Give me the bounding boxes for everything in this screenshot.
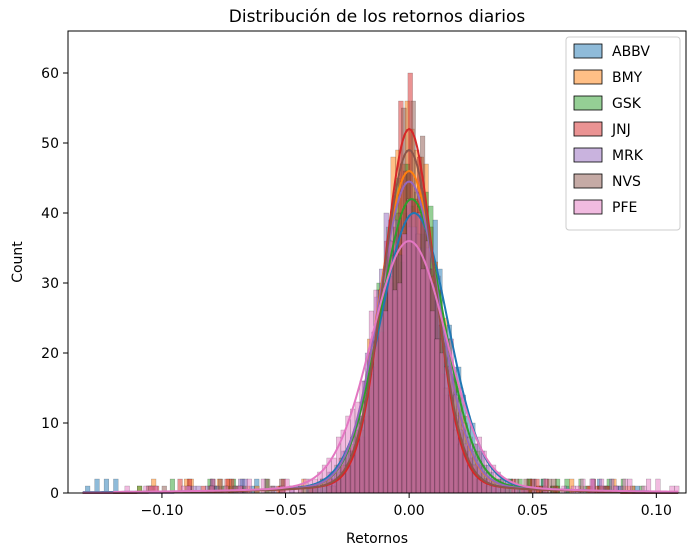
kde-curves: [82, 127, 679, 494]
y-axis-label: Count: [10, 241, 26, 283]
legend-label-bmy: BMY: [612, 70, 643, 86]
bar-pfe-62: [415, 212, 421, 494]
legend-label-mrk: MRK: [612, 148, 644, 164]
legend-swatch-pfe: [573, 199, 603, 215]
x-axis-ticks: −0.10 −0.05 0.00 0.05 0.10: [140, 493, 672, 519]
legend-label-gsk: GSK: [612, 96, 642, 112]
legend-swatch-nvs: [573, 173, 603, 189]
bar-jnj-81: [529, 478, 535, 494]
bar-pfe-67: [439, 352, 445, 494]
y-axis-ticks: 0 10 20 30 40 50 60: [41, 66, 68, 502]
legend-swatch-gsk: [573, 95, 603, 111]
bar-pfe-64: [425, 240, 431, 494]
bar-pfe-66: [434, 338, 440, 494]
bar-abbv-4: [103, 478, 109, 494]
legend-label-nvs: NVS: [612, 174, 641, 190]
legend-label-pfe: PFE: [612, 200, 637, 216]
y-tick-label-6: 60: [41, 66, 59, 82]
kde-curve-pfe: [82, 239, 679, 494]
bar-pfe-63: [420, 268, 426, 494]
bar-pfe-60: [406, 198, 412, 494]
legend-swatch-jnj: [573, 121, 603, 137]
legend-label-abbv: ABBV: [612, 44, 650, 60]
legend-swatch-bmy: [573, 69, 603, 85]
x-tick-label-3: 0.05: [517, 503, 548, 519]
bar-pfe-55: [382, 310, 389, 494]
bar-pfe-59: [401, 233, 407, 494]
y-tick-label-0: 0: [50, 486, 59, 502]
bar-pfe-57: [392, 289, 398, 494]
y-tick-label-1: 10: [41, 416, 59, 432]
y-tick-label-3: 30: [41, 276, 59, 292]
plot-area-frame: [67, 30, 687, 494]
legend: ABBV BMY GSK JNJ MRK NVS PFE: [565, 36, 681, 231]
legend-swatch-abbv: [573, 43, 603, 59]
bar-abbv-2: [94, 478, 100, 494]
legend-swatch-mrk: [573, 147, 603, 163]
bar-pfe-65: [429, 310, 436, 494]
legend-label-jnj: JNJ: [611, 122, 631, 138]
bar-pfe-58: [397, 282, 403, 494]
bars-pfe: [124, 198, 680, 494]
x-tick-label-2: 0.00: [394, 503, 425, 519]
bar-pfe-61: [411, 212, 417, 494]
x-tick-label-1: −0.05: [264, 503, 307, 519]
x-tick-label-0: −0.10: [140, 503, 183, 519]
bar-pfe-34: [284, 478, 290, 494]
bar-jnj-82: [534, 478, 540, 494]
x-axis-label: Retornos: [346, 531, 408, 547]
x-tick-label-4: 0.10: [641, 503, 672, 519]
y-tick-label-2: 20: [41, 346, 59, 362]
chart-title: Distribución de los retornos diarios: [229, 7, 526, 27]
y-tick-label-4: 40: [41, 206, 59, 222]
y-tick-label-5: 50: [41, 136, 59, 152]
